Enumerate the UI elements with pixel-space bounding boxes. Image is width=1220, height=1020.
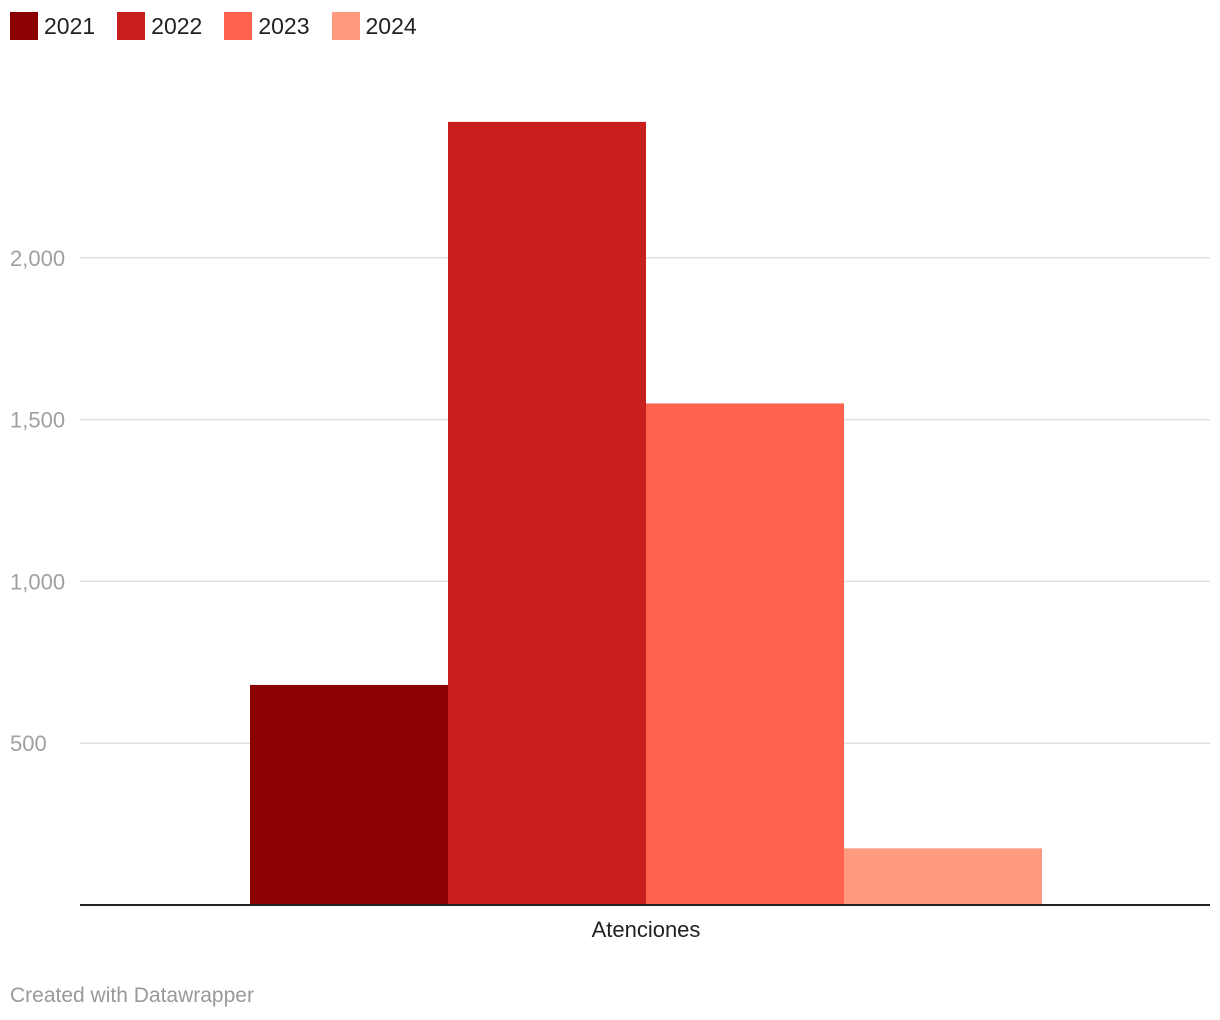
legend-item-2024: 2024 — [331, 12, 417, 40]
chart-legend: 2021 2022 2023 2024 — [10, 12, 439, 40]
bar-2024 — [844, 848, 1042, 905]
legend-item-2021: 2021 — [10, 12, 95, 40]
credit-text: Created with Datawrapper — [10, 984, 254, 1007]
legend-label: 2021 — [44, 12, 96, 39]
bar-2022 — [448, 121, 646, 905]
legend-swatch — [331, 12, 360, 40]
legend-label: 2024 — [365, 12, 417, 39]
legend-swatch — [224, 12, 253, 40]
x-category-label: Atenciones — [592, 917, 701, 942]
bar-chart: 500 1,000 1,500 2,000 Atenciones — [10, 121, 1210, 942]
legend-label: 2022 — [151, 12, 203, 39]
y-tick-label: 500 — [10, 731, 47, 756]
legend-item-2022: 2022 — [117, 12, 202, 40]
y-tick-label: 1,500 — [10, 408, 65, 433]
legend-item-2023: 2023 — [224, 12, 310, 40]
legend-label: 2023 — [258, 12, 310, 39]
y-tick-label: 1,000 — [10, 569, 65, 594]
bar-2021 — [250, 684, 448, 905]
legend-swatch — [117, 12, 146, 40]
legend-swatch — [10, 12, 38, 40]
bar-2023 — [646, 403, 844, 905]
y-tick-label: 2,000 — [10, 246, 65, 271]
